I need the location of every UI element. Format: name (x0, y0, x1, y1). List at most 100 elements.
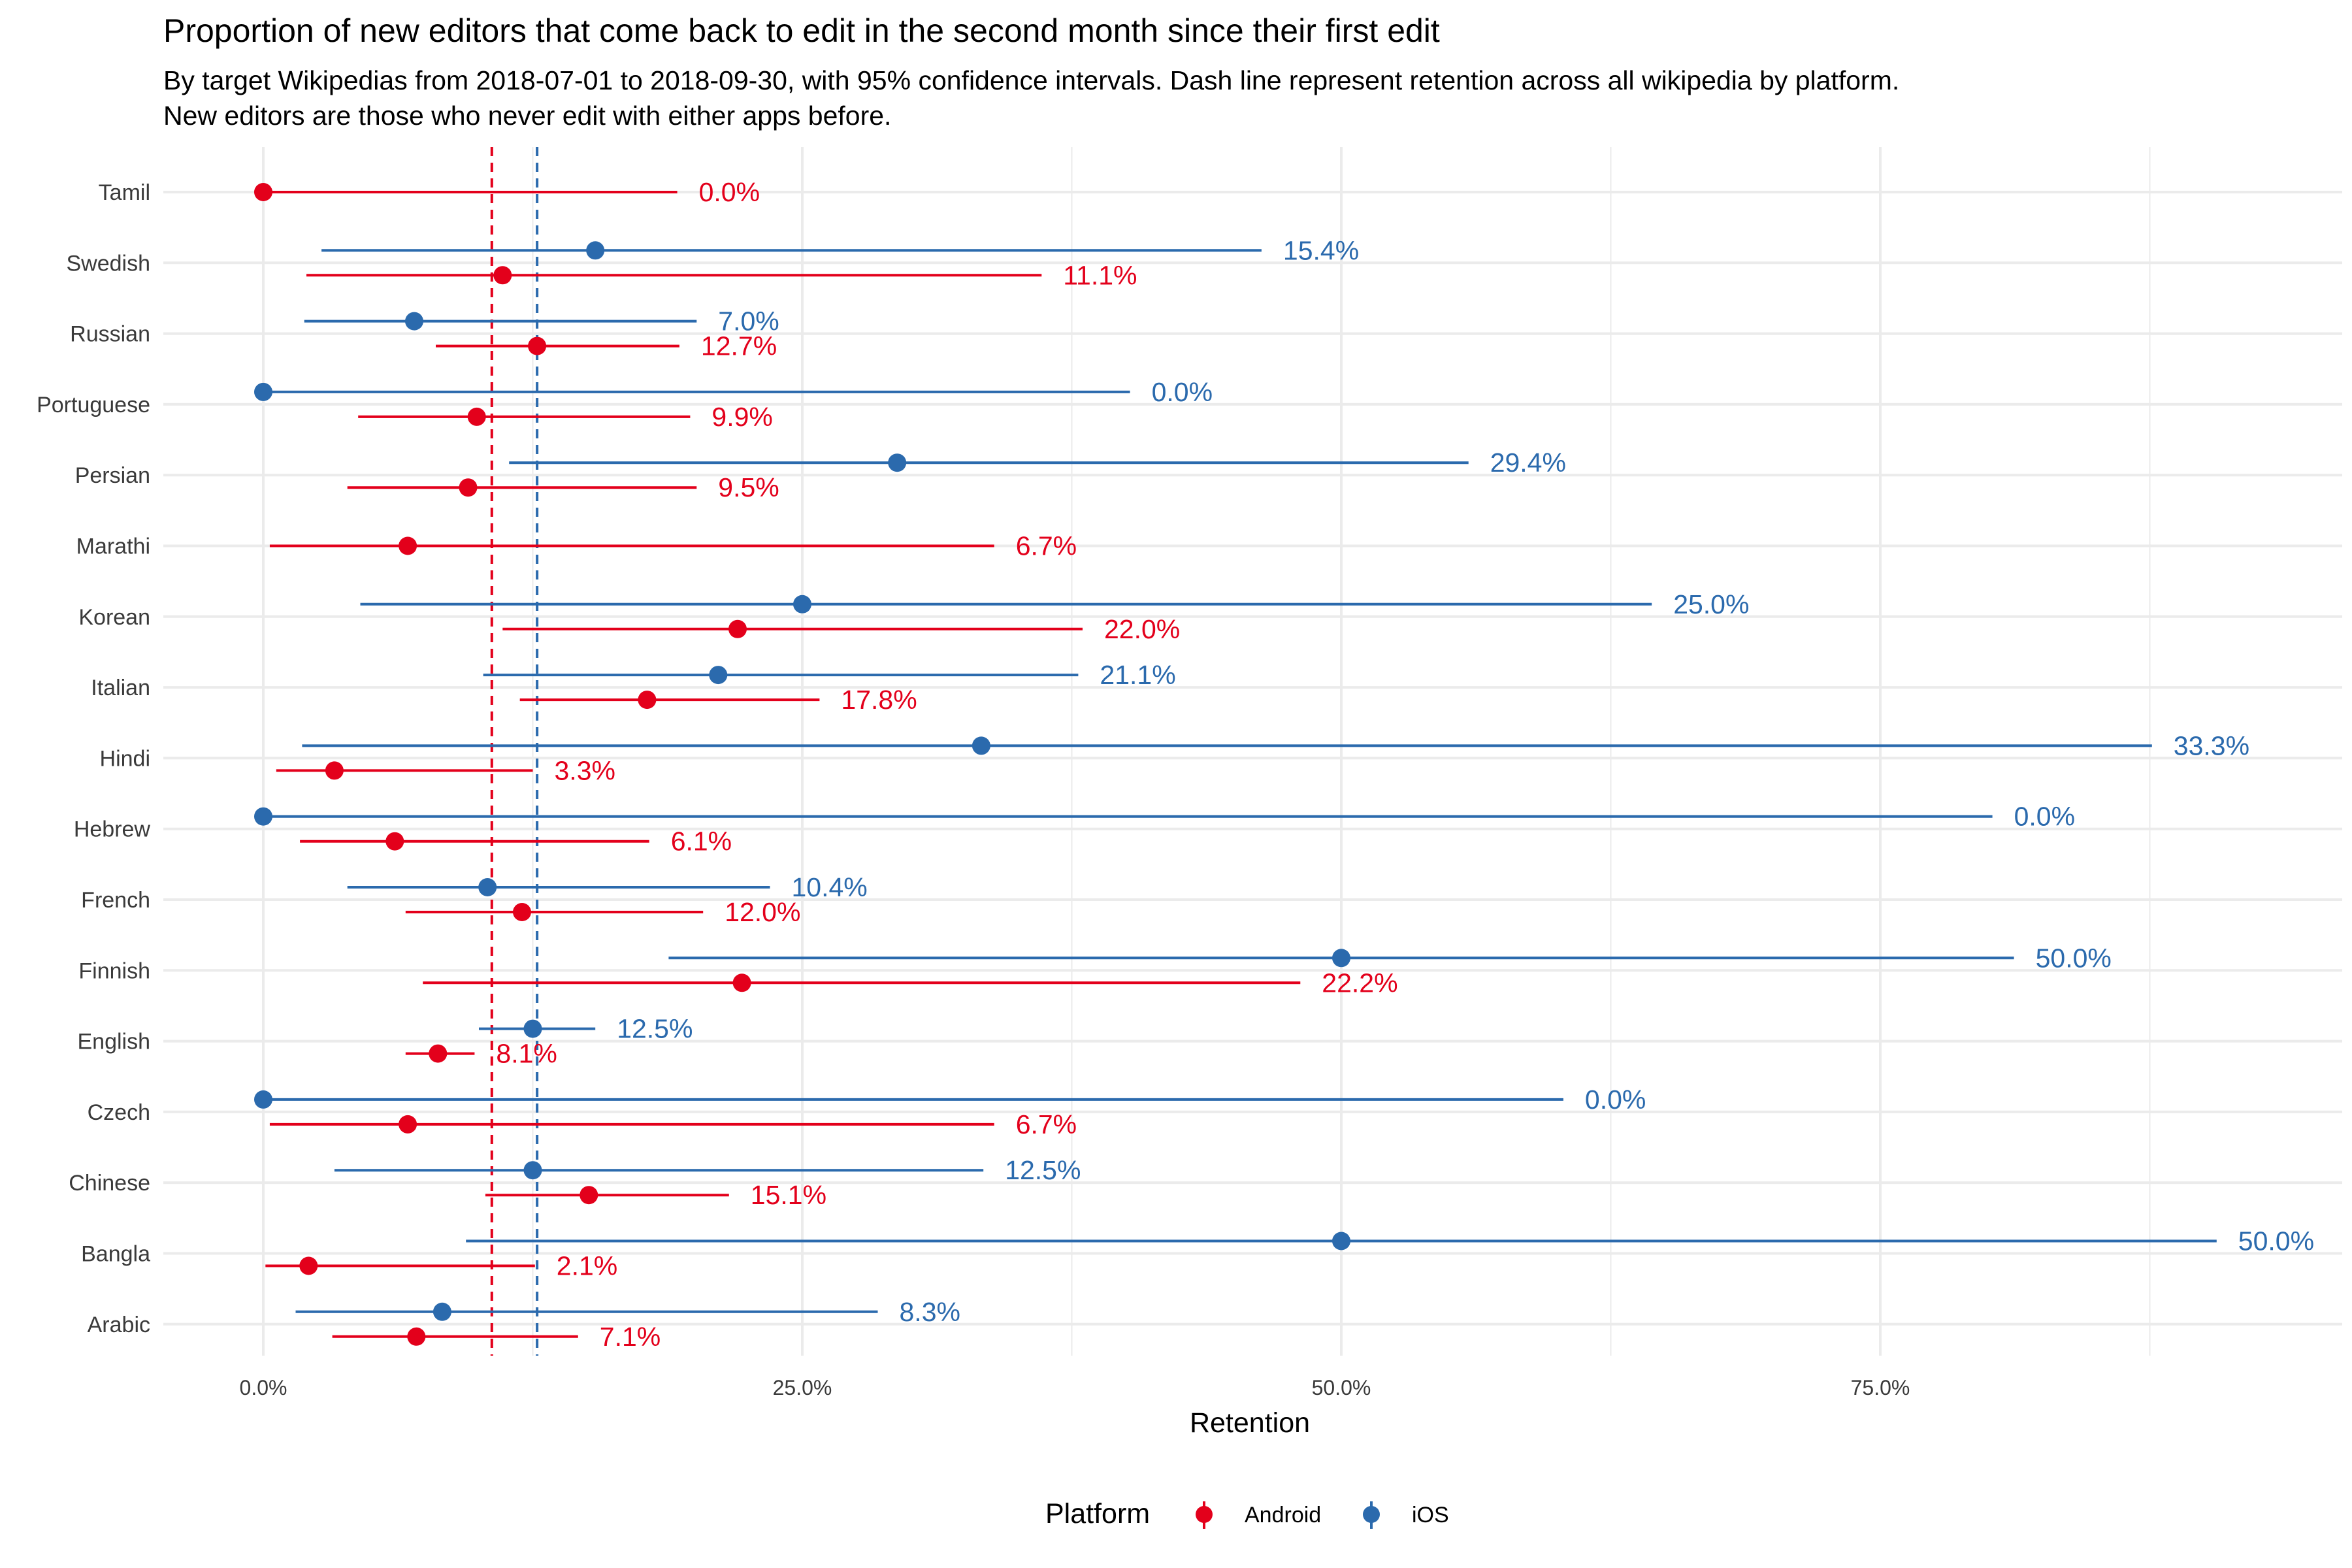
android-point (385, 832, 404, 851)
android-point (467, 407, 486, 426)
android-value-label: 9.5% (718, 472, 779, 502)
ios-point (478, 878, 497, 896)
ios-point (1332, 949, 1350, 968)
y-tick-label: Swedish (66, 251, 150, 276)
ios-value-label: 8.3% (900, 1297, 960, 1327)
android-point (732, 973, 751, 992)
ios-value-label: 0.0% (1585, 1085, 1646, 1115)
android-value-label: 22.0% (1104, 614, 1180, 644)
ios-value-label: 10.4% (792, 872, 868, 902)
y-tick-label: Bangla (81, 1242, 150, 1267)
ios-point (254, 1090, 272, 1109)
y-tick-label: French (81, 888, 150, 913)
chart-subtitle-line-2: New editors are those who never edit wit… (163, 101, 891, 131)
x-tick-label: 75.0% (1851, 1376, 1910, 1399)
ios-point (709, 666, 728, 685)
x-tick-label: 0.0% (240, 1376, 287, 1399)
legend-item-android: Android (1196, 1501, 1321, 1529)
android-point (299, 1256, 318, 1275)
ios-value-label: 21.1% (1100, 660, 1175, 690)
y-tick-label: English (77, 1030, 150, 1054)
ios-point (793, 595, 811, 613)
android-point (493, 266, 512, 285)
ios-point (433, 1302, 451, 1321)
android-point (638, 691, 657, 710)
legend-item-ios: iOS (1363, 1501, 1449, 1529)
y-axis: Tamil Swedish Russian Portuguese Persian Mara… (37, 180, 150, 1337)
y-tick-label: Korean (78, 605, 150, 630)
android-point (528, 336, 547, 355)
ios-value-label: 50.0% (2238, 1226, 2314, 1256)
y-tick-label: Hebrew (74, 817, 151, 842)
legend: Platform Android iOS (1045, 1498, 1449, 1529)
ios-value-label: 12.5% (617, 1014, 693, 1044)
legend-key-ios-dot (1363, 1506, 1380, 1523)
android-value-label: 17.8% (841, 685, 917, 715)
ios-value-label: 29.4% (1490, 448, 1566, 478)
android-value-label: 6.1% (671, 826, 732, 857)
x-axis-title: Retention (1190, 1407, 1310, 1439)
y-tick-label: Persian (75, 463, 150, 488)
ios-point (405, 312, 423, 331)
android-point (580, 1186, 598, 1205)
x-axis: 0.0% 25.0% 50.0% 75.0% (240, 1376, 1910, 1399)
ios-point (1332, 1232, 1350, 1250)
android-point (459, 478, 478, 497)
reference-lines (490, 147, 539, 1356)
android-point (399, 536, 417, 555)
android-point (254, 183, 272, 201)
ios-point (523, 1019, 542, 1038)
y-tick-label: Marathi (76, 534, 150, 559)
ios-point (586, 241, 605, 260)
y-tick-label: Arabic (88, 1313, 150, 1337)
ios-value-label: 0.0% (2014, 802, 2075, 832)
legend-label-ios: iOS (1412, 1503, 1449, 1527)
chart-title: Proportion of new editors that come back… (163, 12, 1440, 49)
ios-point (888, 453, 907, 472)
ios-value-label: 50.0% (2036, 943, 2112, 973)
android-value-label: 6.7% (1016, 1109, 1077, 1139)
x-tick-label: 25.0% (773, 1376, 832, 1399)
android-value-label: 22.2% (1322, 968, 1397, 998)
ios-value-label: 7.0% (718, 306, 779, 336)
android-value-label: 7.1% (600, 1322, 661, 1352)
android-value-label: 15.1% (751, 1180, 826, 1210)
android-value-label: 6.7% (1016, 531, 1077, 561)
android-point (513, 903, 531, 921)
android-value-label: 9.9% (711, 402, 772, 432)
x-tick-label: 50.0% (1312, 1376, 1371, 1399)
android-value-label: 8.1% (496, 1039, 557, 1069)
grid (163, 147, 2342, 1356)
chart-marks: 0.0% 11.1% 12.7% 9.9% 9.5% 6.7% 22.0% 17.8% 3.3%… (254, 177, 2314, 1352)
android-point (728, 619, 747, 638)
legend-key-android-dot (1196, 1506, 1213, 1523)
android-point (429, 1044, 448, 1063)
ios-value-label: 12.5% (1005, 1155, 1081, 1185)
ios-value-label: 33.3% (2174, 730, 2249, 760)
ios-point (254, 382, 272, 401)
android-value-label: 2.1% (557, 1251, 617, 1281)
android-point (325, 761, 344, 780)
android-value-label: 12.0% (725, 897, 800, 927)
android-point (407, 1327, 426, 1346)
android-value-label: 0.0% (699, 177, 760, 207)
android-point (399, 1115, 417, 1134)
y-tick-label: Finnish (78, 958, 150, 983)
ios-point (523, 1161, 542, 1180)
y-tick-label: Hindi (100, 746, 150, 771)
y-tick-label: Russian (70, 322, 150, 347)
android-value-label: 3.3% (555, 755, 615, 785)
chart-subtitle-line-1: By target Wikipedias from 2018-07-01 to … (163, 65, 1899, 95)
android-value-label: 12.7% (701, 331, 777, 361)
y-tick-label: Tamil (99, 180, 150, 205)
ios-point (254, 807, 272, 826)
ios-value-label: 25.0% (1673, 589, 1749, 619)
ios-value-label: 0.0% (1152, 377, 1213, 407)
ios-value-label: 15.4% (1283, 235, 1359, 265)
legend-title: Platform (1045, 1498, 1150, 1529)
legend-label-android: Android (1245, 1503, 1321, 1527)
y-tick-label: Italian (91, 676, 150, 700)
ios-point (972, 736, 990, 755)
y-tick-label: Portuguese (37, 393, 150, 417)
